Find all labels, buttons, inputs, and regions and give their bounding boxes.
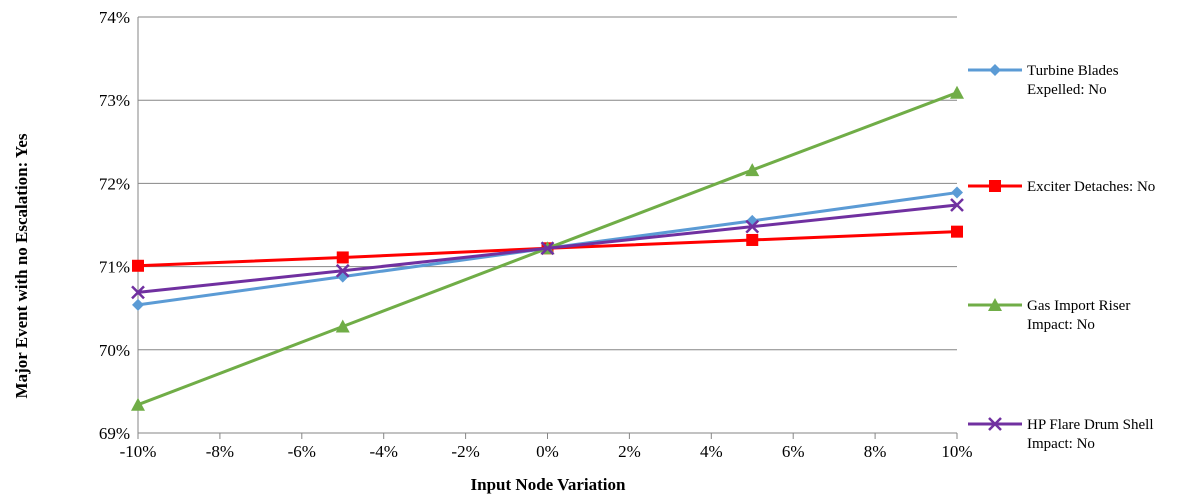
x-axis: -10% -8% -6% -4% -2% 0% 2% 4% 6% 8% 10% — [120, 433, 973, 461]
legend-label-line: Exciter Detaches: No — [1027, 179, 1155, 195]
x-tick-label: 2% — [618, 442, 641, 461]
x-axis-title: Input Node Variation — [471, 475, 626, 494]
legend-label-line: Gas Import Riser — [1027, 298, 1130, 314]
x-tick-label: -6% — [288, 442, 316, 461]
legend-label-line: Expelled: No — [1027, 82, 1107, 98]
y-tick-label: 71% — [99, 258, 130, 277]
legend-item: Exciter Detaches: No — [968, 179, 1155, 195]
series-hp-flare-drum-shell-impact-no — [131, 198, 964, 300]
legend-label: Gas Import Riser Impact: No — [1027, 298, 1130, 333]
data-point — [745, 163, 760, 177]
x-tick-label: -8% — [206, 442, 234, 461]
legend-label-line: Impact: No — [1027, 317, 1095, 333]
data-point — [988, 298, 1002, 311]
data-point — [335, 319, 350, 333]
legend-item: HP Flare Drum Shell Impact: No — [968, 417, 1154, 452]
y-axis-title: Major Event with no Escalation: Yes — [12, 133, 31, 398]
y-axis: 69% 70% 71% 72% 73% 74% — [99, 8, 130, 443]
x-tick-label: -10% — [120, 442, 157, 461]
gridlines — [138, 16, 957, 434]
data-point — [132, 259, 144, 272]
data-point — [950, 85, 964, 99]
data-point — [746, 233, 759, 246]
x-tick-label: 4% — [700, 442, 723, 461]
legend-label-line: HP Flare Drum Shell — [1027, 417, 1154, 433]
data-point — [745, 219, 760, 234]
y-tick-label: 70% — [99, 341, 130, 360]
x-tick-label: 6% — [782, 442, 805, 461]
data-point — [950, 198, 964, 212]
series-layer — [131, 85, 964, 411]
data-point — [989, 64, 1001, 76]
data-point — [951, 225, 963, 238]
y-tick-label: 72% — [99, 174, 130, 193]
data-point — [132, 298, 144, 311]
legend: Turbine Blades Expelled: No Exciter Detach… — [968, 63, 1155, 452]
y-tick-label: 73% — [99, 91, 130, 110]
legend-item: Gas Import Riser Impact: No — [968, 298, 1130, 333]
legend-label: Turbine Blades Expelled: No — [1027, 63, 1119, 98]
data-point — [989, 180, 1001, 192]
data-point — [131, 285, 145, 300]
data-point — [951, 186, 963, 199]
legend-item: Turbine Blades Expelled: No — [968, 63, 1119, 98]
x-tick-label: 8% — [864, 442, 887, 461]
data-point — [988, 417, 1002, 431]
legend-label-line: Turbine Blades — [1027, 63, 1119, 79]
data-point — [131, 397, 145, 411]
legend-label-line: Impact: No — [1027, 436, 1095, 452]
y-tick-label: 69% — [99, 424, 130, 443]
data-point — [335, 263, 350, 278]
data-point — [336, 251, 349, 264]
legend-label: Exciter Detaches: No — [1027, 179, 1155, 195]
data-point — [540, 241, 555, 256]
x-tick-label: 10% — [941, 442, 972, 461]
x-tick-label: -2% — [451, 442, 479, 461]
legend-label: HP Flare Drum Shell Impact: No — [1027, 417, 1154, 452]
x-tick-label: 0% — [536, 442, 559, 461]
y-tick-label: 74% — [99, 8, 130, 27]
x-tick-label: -4% — [370, 442, 398, 461]
